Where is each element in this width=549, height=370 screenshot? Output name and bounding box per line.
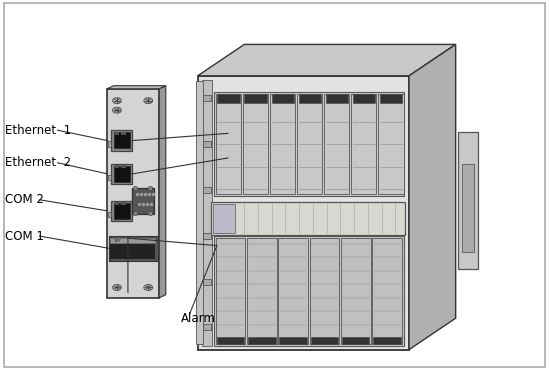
Polygon shape	[159, 86, 166, 298]
Bar	[196, 81, 203, 344]
Bar	[248, 337, 276, 344]
Bar	[203, 324, 211, 330]
Bar	[121, 165, 126, 168]
Bar	[380, 94, 402, 103]
Circle shape	[113, 107, 121, 113]
Bar	[203, 95, 211, 101]
Text: Ethernet  1: Ethernet 1	[5, 124, 71, 137]
Bar	[115, 132, 119, 135]
Bar	[213, 204, 235, 233]
Bar	[214, 236, 404, 346]
Bar	[326, 94, 348, 103]
Bar	[216, 94, 241, 195]
Bar	[203, 141, 211, 147]
Polygon shape	[132, 188, 154, 214]
Bar	[121, 202, 126, 205]
Bar	[372, 238, 402, 344]
Bar	[279, 337, 307, 344]
Bar	[299, 94, 321, 103]
Bar	[216, 238, 245, 344]
Bar	[373, 337, 401, 344]
Text: Alarm: Alarm	[181, 312, 216, 325]
Text: COM 1: COM 1	[5, 229, 44, 243]
Bar	[270, 94, 295, 195]
Polygon shape	[409, 44, 456, 350]
Bar	[341, 238, 371, 344]
Bar	[115, 202, 119, 205]
Bar	[203, 187, 211, 193]
Bar	[203, 233, 211, 239]
Circle shape	[144, 285, 153, 290]
Bar	[108, 141, 111, 147]
Bar	[111, 201, 132, 221]
Bar	[198, 76, 409, 350]
Bar	[121, 132, 126, 135]
Bar	[278, 238, 308, 344]
Text: COM 2: COM 2	[5, 193, 44, 206]
Text: Ethernet  2: Ethernet 2	[5, 156, 71, 169]
Bar	[342, 337, 369, 344]
Bar	[108, 175, 111, 180]
Bar	[352, 94, 375, 103]
Bar	[111, 130, 132, 151]
Bar	[114, 166, 130, 182]
Polygon shape	[107, 86, 166, 89]
Bar	[115, 165, 119, 168]
Bar	[247, 238, 277, 344]
Bar	[297, 94, 322, 195]
Bar	[109, 236, 158, 261]
Bar	[310, 238, 339, 344]
Bar	[217, 337, 244, 344]
Bar	[110, 244, 155, 259]
Circle shape	[113, 98, 121, 104]
Bar	[351, 94, 377, 195]
Bar	[462, 164, 474, 252]
Bar	[272, 94, 294, 103]
Circle shape	[113, 285, 121, 290]
Bar	[110, 238, 155, 243]
Bar	[378, 94, 404, 195]
Bar	[111, 164, 132, 184]
Circle shape	[144, 98, 153, 104]
Bar	[211, 202, 405, 235]
Bar	[243, 94, 268, 195]
Bar	[108, 212, 111, 217]
Bar	[114, 132, 130, 148]
Bar	[203, 279, 211, 285]
Bar	[214, 92, 404, 196]
Bar	[458, 132, 478, 269]
Bar	[217, 94, 239, 103]
Polygon shape	[198, 44, 456, 76]
Bar	[202, 80, 212, 346]
Text: ser: ser	[114, 238, 121, 243]
Bar	[244, 94, 267, 103]
Bar	[114, 203, 130, 219]
Bar	[107, 89, 159, 298]
Bar	[311, 337, 338, 344]
Bar	[324, 94, 349, 195]
